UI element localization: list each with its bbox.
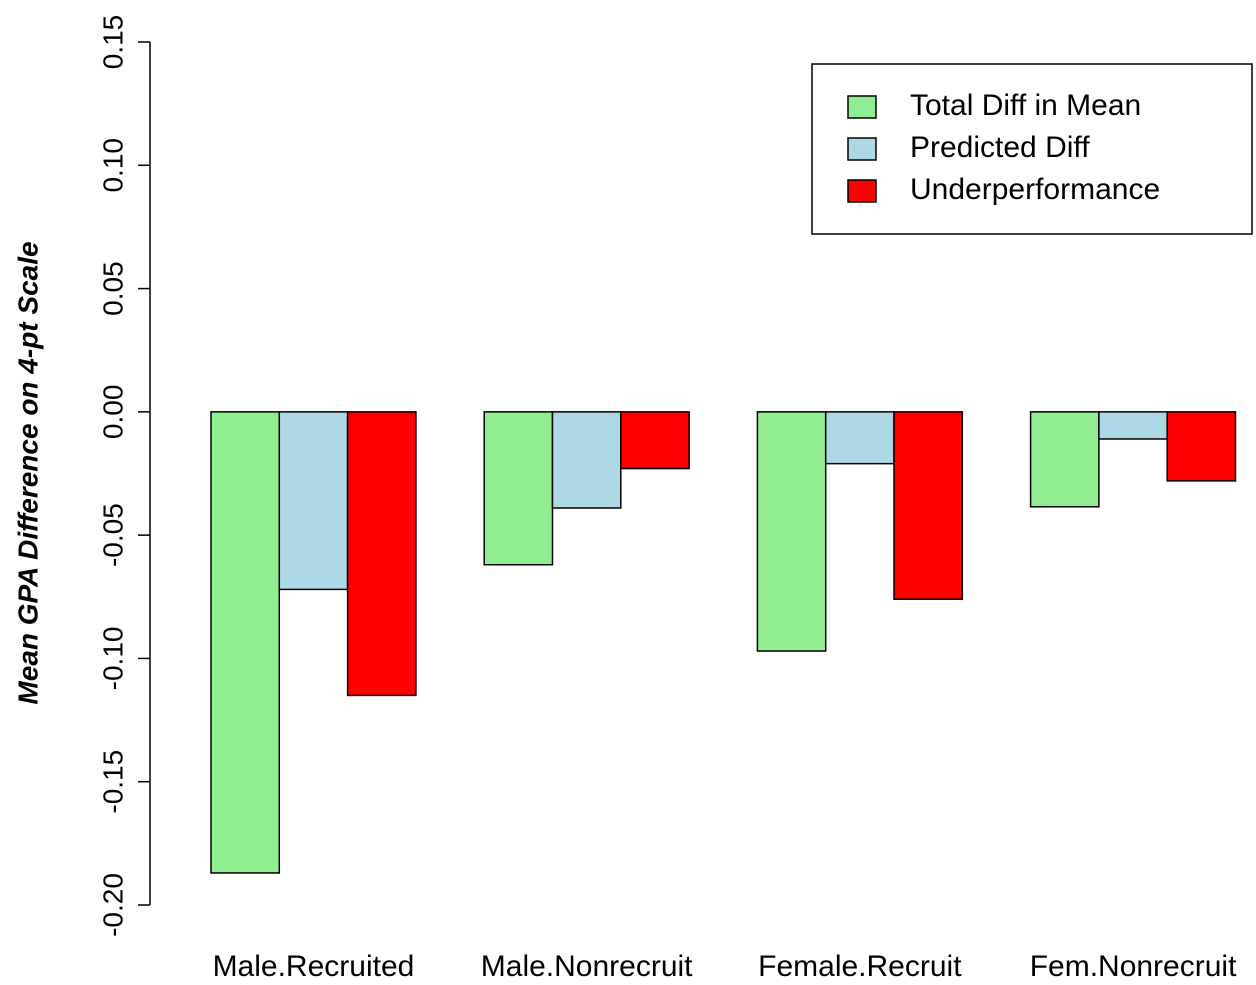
legend-label: Predicted Diff (910, 131, 1090, 164)
bar (1098, 411, 1168, 440)
bar (756, 411, 827, 652)
bar (483, 411, 554, 566)
y-tick-label: 0.10 (97, 138, 128, 193)
bar (1029, 411, 1100, 508)
bar (1166, 411, 1237, 482)
x-tick-label: Female.Recruit (758, 950, 962, 983)
legend-swatch (847, 95, 877, 119)
y-axis-label: Mean GPA Difference on 4-pt Scale (12, 241, 43, 704)
bar (824, 411, 895, 465)
x-tick-label: Male.Recruited (213, 950, 415, 983)
y-tick-label: -0.15 (97, 750, 128, 814)
legend-label: Total Diff in Mean (910, 89, 1141, 122)
y-tick-label: -0.05 (97, 503, 128, 567)
y-tick-label: -0.10 (97, 627, 128, 691)
y-tick-label: -0.20 (97, 873, 128, 937)
y-tick-label: 0.00 (97, 385, 128, 440)
legend-swatch (847, 179, 877, 203)
bar (210, 411, 281, 874)
x-tick-label: Male.Nonrecruit (481, 950, 693, 983)
bar (278, 411, 349, 591)
y-tick-label: 0.15 (97, 15, 128, 70)
bar (346, 411, 417, 697)
bar (620, 411, 690, 470)
bar (893, 411, 964, 601)
bar (551, 411, 622, 509)
legend-label: Underperformance (910, 173, 1160, 206)
y-tick-label: 0.05 (97, 261, 128, 316)
legend-swatch (847, 137, 877, 161)
legend-box (811, 63, 1253, 235)
x-tick-label: Fem.Nonrecruit (1030, 950, 1237, 983)
